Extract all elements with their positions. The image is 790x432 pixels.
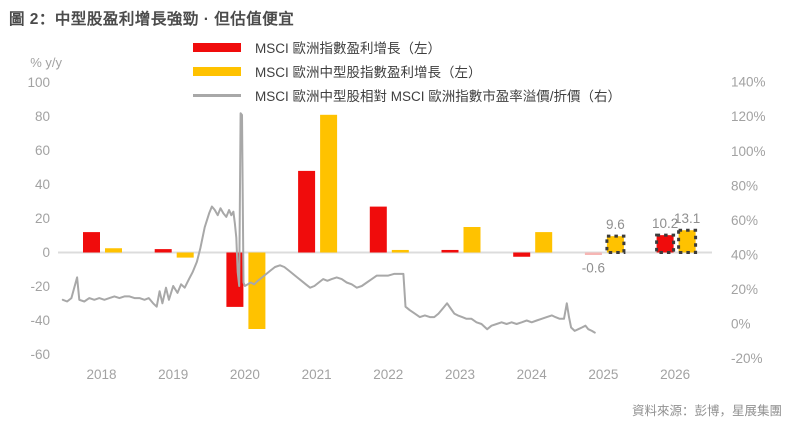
right-axis-tick: -20% (731, 351, 763, 366)
bar-value-label: 10.2 (652, 216, 678, 231)
bar-value-label: 9.6 (606, 217, 625, 232)
chart-title: 圖 2：中型股盈利增長強勁 · 但估值便宜 (9, 11, 295, 28)
bar-value-label: 13.1 (674, 211, 700, 226)
bar-red-2022 (369, 206, 387, 253)
x-axis-year-label: 2026 (660, 367, 690, 382)
bar-value-label: -0.6 (582, 261, 605, 276)
x-axis-year-label: 2019 (158, 367, 188, 382)
left-axis-tick: 60 (35, 143, 50, 158)
bar-red-2019 (154, 249, 172, 253)
legend-label: MSCI 歐洲中型股相對 MSCI 歐洲指數市盈率溢價/折價（右） (255, 89, 622, 104)
right-axis-tick: 0% (731, 317, 751, 332)
bar-red-2025-forecast (584, 252, 602, 255)
bar-red-2023 (441, 249, 459, 253)
left-axis-unit-label: % y/y (30, 55, 62, 70)
x-axis-year-label: 2018 (86, 367, 116, 382)
bar-red-2021 (298, 170, 316, 253)
bar-yellow-2021 (320, 114, 338, 253)
red-bar-swatch (193, 42, 241, 52)
bar-yellow-2018 (105, 248, 122, 253)
right-axis-tick: 60% (731, 213, 758, 228)
legend-item-pe-premium-discount: MSCI 歐洲中型股相對 MSCI 歐洲指數市盈率溢價/折價（右） (193, 89, 621, 104)
bar-yellow-2019 (176, 252, 194, 258)
right-axis-tick: 140% (731, 75, 766, 90)
bar-red-2018 (83, 232, 100, 253)
bar-yellow-2024 (535, 232, 553, 253)
left-axis-tick: 0 (42, 245, 50, 260)
bar-yellow-2020 (248, 252, 266, 329)
chart-legend: MSCI 歐洲指數盈利增長（左） MSCI 歐洲中型股指數盈利增長（左） MSC… (193, 41, 621, 114)
x-axis-year-label: 2023 (445, 367, 475, 382)
left-axis-tick: -40 (30, 313, 50, 328)
right-axis-tick: 40% (731, 247, 758, 262)
right-axis-tick: 120% (731, 109, 766, 124)
x-axis-year-label: 2025 (588, 367, 618, 382)
bar-yellow-2026-forecast (677, 228, 698, 254)
legend-item-msci-europe-midcap-eps: MSCI 歐洲中型股指數盈利增長（左） (193, 65, 621, 80)
legend-label: MSCI 歐洲指數盈利增長（左） (255, 41, 442, 56)
left-axis-tick: 100 (27, 75, 50, 90)
gray-line-swatch (193, 93, 241, 97)
bar-yellow-2023 (463, 227, 481, 253)
bar-yellow-2022 (391, 249, 409, 253)
left-axis-tick: 80 (35, 109, 50, 124)
bar-red-2024 (513, 252, 531, 257)
right-axis-tick: 20% (731, 282, 758, 297)
bar-red-2020 (226, 252, 244, 307)
x-axis-year-label: 2024 (517, 367, 548, 382)
x-axis-year-label: 2021 (302, 367, 332, 382)
legend-item-msci-europe-eps: MSCI 歐洲指數盈利增長（左） (193, 41, 621, 56)
right-axis-tick: 80% (731, 178, 758, 193)
left-axis-tick: -60 (30, 347, 50, 362)
left-axis-tick: 40 (35, 177, 50, 192)
pe-premium-discount-line (61, 112, 596, 334)
yellow-bar-swatch (193, 66, 241, 76)
source-note: 資料來源：彭博，星展集團 (631, 404, 782, 418)
bar-yellow-2025-forecast (605, 234, 626, 254)
x-axis-year-label: 2020 (230, 367, 260, 382)
left-axis-tick: 20 (35, 211, 50, 226)
left-axis-tick: -20 (30, 279, 50, 294)
bar-red-2026-forecast (655, 233, 676, 255)
x-axis-year-label: 2022 (373, 367, 403, 382)
legend-label: MSCI 歐洲中型股指數盈利增長（左） (255, 65, 482, 80)
right-axis-tick: 100% (731, 144, 766, 159)
